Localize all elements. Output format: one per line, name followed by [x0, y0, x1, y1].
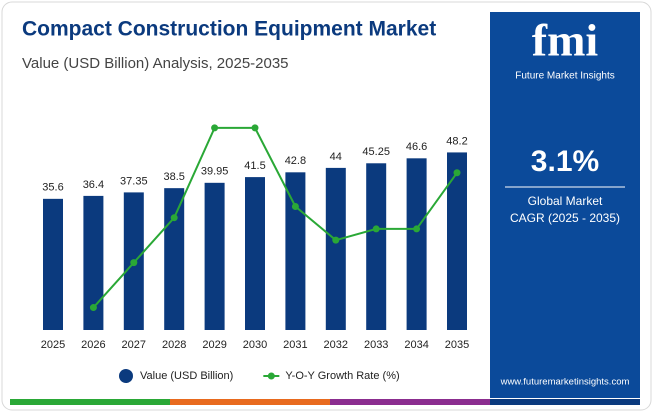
bar — [325, 167, 346, 330]
x-tick-label: 2035 — [445, 339, 469, 351]
x-tick-label: 2027 — [122, 339, 146, 351]
line-point — [291, 202, 299, 210]
data-label: 48.2 — [446, 135, 467, 147]
sidebar — [490, 12, 640, 398]
chart-title: Compact Construction Equipment Market — [22, 18, 436, 41]
line-point — [453, 169, 461, 177]
x-tick-label: 2028 — [162, 339, 186, 351]
bar — [245, 177, 265, 330]
data-label: 38.5 — [163, 171, 184, 183]
cagr-label: Global Market — [528, 194, 603, 208]
line-point — [211, 124, 219, 132]
line-point — [332, 236, 340, 244]
brand: Future Market Insights — [515, 71, 614, 82]
legend-swatch — [119, 369, 133, 383]
cagr-label: CAGR (2025 - 2035) — [510, 211, 620, 225]
data-label: 44 — [330, 151, 342, 163]
line — [92, 126, 458, 309]
x-tick-label: 2032 — [324, 339, 348, 351]
bar — [285, 172, 306, 330]
data-label: 41.5 — [244, 160, 265, 172]
x-tick-label: 2025 — [41, 339, 65, 351]
line-point — [413, 225, 421, 233]
data-label: 46.6 — [406, 141, 427, 153]
plot: 2025 2026 2027 2028 2029 2030 2031 2032 2033 2034… — [41, 124, 469, 383]
bar — [406, 158, 427, 330]
chart-subtitle: Value (USD Billion) Analysis, 2025-2035 — [22, 55, 289, 72]
strip — [490, 399, 640, 405]
legend-label: Y-O-Y Growth Rate (%) — [285, 370, 399, 382]
bar — [366, 163, 387, 330]
line-point — [130, 259, 138, 267]
data-label: 45.25 — [362, 146, 390, 158]
bar — [43, 198, 63, 330]
x-tick-label: 2029 — [202, 339, 226, 351]
strip — [10, 399, 170, 405]
x-tick-label: 2033 — [364, 339, 388, 351]
data-label: 39.95 — [201, 166, 229, 178]
x-tick-label: 2034 — [404, 339, 428, 351]
strip — [330, 399, 490, 405]
x-tick-label: 2031 — [283, 339, 307, 351]
legend-swatch — [267, 372, 275, 380]
legend-label: Value (USD Billion) — [140, 370, 233, 382]
line-point — [170, 214, 178, 222]
line-point — [251, 124, 259, 132]
logo: fmi — [532, 15, 599, 66]
website: www.futuremarketinsights.com — [500, 377, 630, 388]
line-point — [372, 225, 380, 233]
bar — [447, 152, 467, 330]
data-label: 36.4 — [83, 179, 104, 191]
data-label: 35.6 — [42, 182, 63, 194]
line-point — [89, 304, 97, 312]
bar — [83, 195, 104, 330]
data-label: 37.35 — [120, 175, 148, 187]
x-tick-label: 2026 — [81, 339, 105, 351]
bar — [164, 188, 185, 330]
strip — [170, 399, 330, 405]
x-tick-label: 2030 — [243, 339, 267, 351]
bar — [204, 182, 225, 330]
cagr: 3.1% — [531, 145, 599, 178]
data-label: 42.8 — [285, 155, 306, 167]
